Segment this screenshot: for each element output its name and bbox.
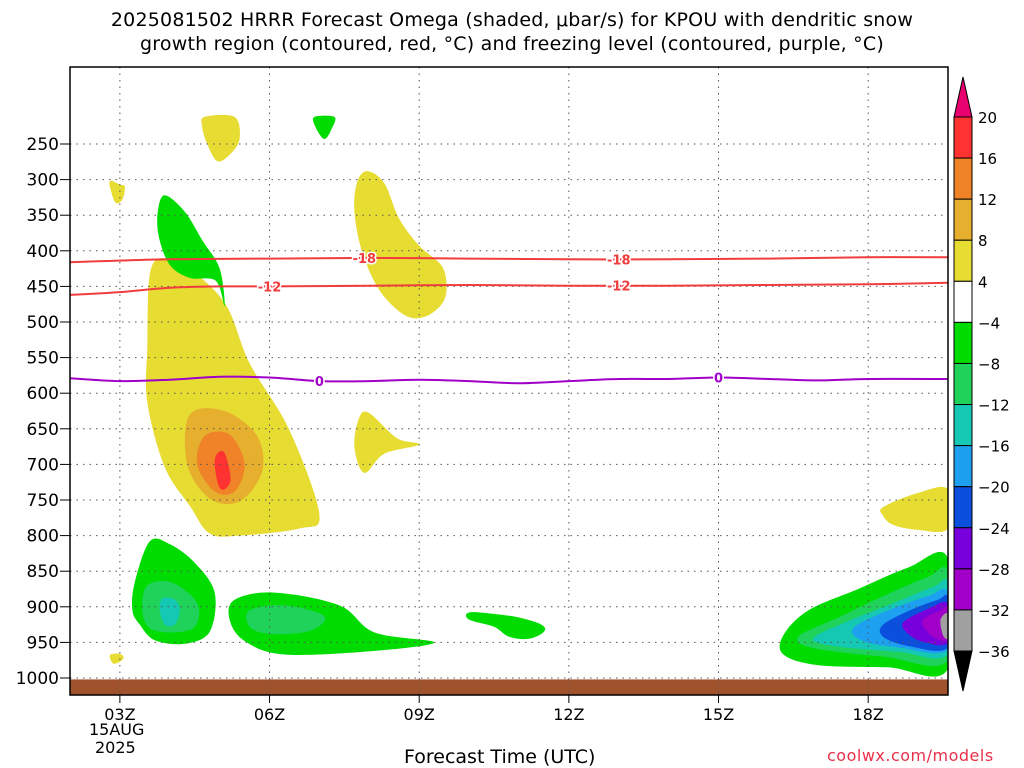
colorbar-bottom-arrow (953, 650, 973, 692)
x-tick-label-18Z: 18Z (853, 705, 884, 724)
y-tick-label-950: 950 (27, 633, 59, 653)
plot-border (69, 66, 949, 696)
omega-region-10 (157, 195, 225, 307)
colorbar-label-8: −16 (978, 438, 1010, 456)
plot-frame (69, 66, 949, 696)
colorbar: 20 16 12 8 4 −4 −8 −12 −16 −20 −24 −28 −32 −36 (953, 76, 1010, 692)
colorbar-label-4: 4 (978, 273, 988, 291)
omega-region-25 (940, 613, 948, 640)
omega-region-5 (354, 411, 420, 473)
y-tick-label-1000: 1000 (16, 669, 59, 689)
omega-region-6 (109, 180, 125, 204)
colorbar-label-2: 12 (978, 191, 997, 209)
omega-region-16 (246, 605, 326, 635)
contour-line-1 (70, 281, 948, 296)
colorbar-box-11 (953, 568, 973, 611)
omega-region-8 (109, 653, 124, 664)
omega-region-14 (159, 597, 180, 627)
x-tick-label-12Z: 12Z (553, 705, 584, 724)
colorbar-label-13: −36 (978, 643, 1010, 661)
y-tick-label-600: 600 (27, 384, 59, 404)
contour-label-2-0: 0 (315, 375, 324, 390)
colorbar-box-3 (953, 239, 973, 282)
colorbar-box-6 (953, 362, 973, 406)
omega-region-24 (922, 606, 948, 642)
y-tick-label-350: 350 (27, 206, 59, 226)
y-tick-label-650: 650 (27, 420, 59, 440)
ground-fill (70, 679, 948, 695)
colorbar-label-6: −8 (978, 355, 1000, 373)
omega-region-17 (465, 612, 546, 640)
colorbar-label-9: −20 (978, 479, 1010, 497)
site-credit: coolwx.com/models (827, 746, 994, 765)
colorbar-box-5 (953, 321, 973, 364)
y-tick-label-800: 800 (27, 527, 59, 547)
colorbar-box-4 (953, 280, 973, 323)
colorbar-box-9 (953, 486, 973, 529)
date-label-day: 15AUG (89, 720, 145, 739)
y-tick-label-450: 450 (27, 277, 59, 297)
colorbar-label-7: −12 (978, 397, 1010, 415)
contour-label-1-1: -12 (607, 280, 631, 295)
omega-shading (109, 114, 948, 677)
y-tick-label-750: 750 (27, 491, 59, 511)
colorbar-label-3: 8 (978, 232, 988, 250)
x-tick-label-03Z: 03Z (104, 705, 135, 724)
chart-title-line-2: growth region (contoured, red, °C) and f… (140, 33, 884, 55)
y-tick-label-900: 900 (27, 598, 59, 618)
colorbar-label-0: 20 (978, 109, 997, 127)
colorbar-label-1: 16 (978, 150, 997, 168)
date-label-year: 2025 (95, 738, 136, 757)
colorbar-top-arrow (953, 76, 973, 118)
contour-label-2-1: 0 (714, 372, 723, 387)
colorbar-label-10: −24 (978, 520, 1010, 538)
x-tick-label-15Z: 15Z (703, 705, 734, 724)
contour-line-2 (70, 375, 948, 385)
x-axis-label: Forecast Time (UTC) (404, 746, 596, 768)
omega-region-11 (312, 115, 336, 140)
colorbar-box-7 (953, 404, 973, 447)
colorbar-box-12 (953, 609, 973, 652)
x-axis-ticks: 03Z 06Z 09Z 12Z 15Z 18Z (104, 695, 884, 724)
omega-region-4 (354, 171, 447, 319)
y-tick-label-550: 550 (27, 349, 59, 369)
y-tick-label-400: 400 (27, 242, 59, 262)
colorbar-label-12: −32 (978, 602, 1010, 620)
omega-region-3 (214, 450, 231, 490)
y-axis-ticks: 250 300 350 400 450 500 550 600 650 700 750 800 850 9… (16, 135, 70, 689)
colorbar-label-11: −28 (978, 561, 1010, 579)
omega-region-7 (201, 114, 240, 162)
x-tick-label-09Z: 09Z (404, 705, 435, 724)
temperature-contours: -18 -18 -12 -12 0 0 (70, 250, 948, 392)
colorbar-box-1 (953, 157, 973, 200)
contour-label-0-1: -18 (607, 253, 631, 268)
colorbar-box-0 (953, 116, 973, 159)
contour-label-1-0: -12 (258, 280, 282, 295)
y-tick-label-500: 500 (27, 313, 59, 333)
y-tick-label-300: 300 (27, 171, 59, 191)
colorbar-box-2 (953, 198, 973, 241)
contour-line-0 (70, 256, 948, 264)
grid-lines (70, 67, 948, 695)
colorbar-box-10 (953, 527, 973, 570)
y-tick-label-850: 850 (27, 562, 59, 582)
contour-label-0-0: -18 (353, 252, 377, 267)
x-tick-label-06Z: 06Z (254, 705, 285, 724)
y-tick-label-700: 700 (27, 455, 59, 475)
y-tick-label-250: 250 (27, 135, 59, 155)
colorbar-label-5: −4 (978, 314, 1000, 332)
ground-layer (70, 679, 948, 695)
chart-title-line-1: 2025081502 HRRR Forecast Omega (shaded, … (110, 9, 914, 31)
colorbar-box-8 (953, 445, 973, 488)
omega-region-9 (880, 486, 948, 533)
